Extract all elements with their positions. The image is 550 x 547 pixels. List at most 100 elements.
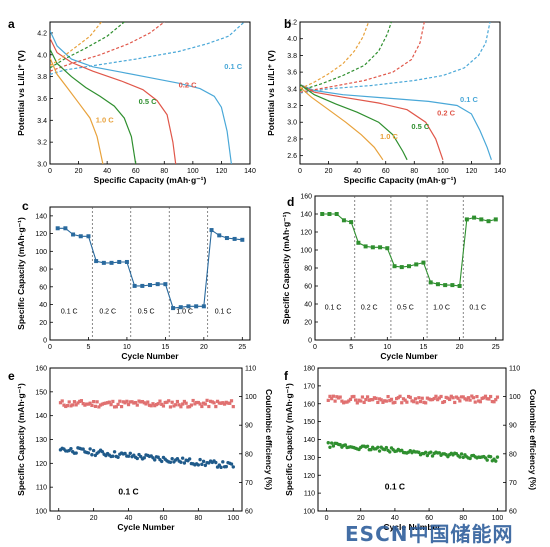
efficiency-point bbox=[396, 396, 400, 400]
efficiency-point bbox=[453, 400, 457, 405]
capacity-point bbox=[459, 452, 464, 456]
capacity-point bbox=[116, 455, 120, 459]
y-tick-label: 110 bbox=[36, 485, 47, 492]
efficiency-point bbox=[369, 398, 373, 402]
x-tick-label: 60 bbox=[382, 168, 390, 175]
efficiency-point bbox=[64, 404, 68, 409]
y-tick-label: 120 bbox=[300, 230, 312, 237]
series-line bbox=[50, 57, 104, 164]
efficiency-point bbox=[383, 399, 387, 403]
capacity-point bbox=[485, 458, 489, 462]
efficiency-point bbox=[448, 397, 452, 402]
series-line bbox=[50, 22, 165, 72]
data-point bbox=[178, 305, 183, 310]
capacity-point bbox=[338, 442, 342, 447]
efficiency-point bbox=[78, 399, 82, 403]
efficiency-point bbox=[207, 404, 211, 409]
plot-area bbox=[326, 394, 500, 463]
efficiency-point bbox=[379, 398, 383, 402]
data-point bbox=[232, 236, 237, 241]
efficiency-point bbox=[219, 401, 223, 405]
efficiency-point bbox=[58, 401, 63, 405]
data-point bbox=[320, 212, 325, 216]
efficiency-point bbox=[217, 401, 221, 405]
capacity-point bbox=[224, 464, 228, 469]
efficiency-point bbox=[408, 395, 412, 399]
panel-letter: e bbox=[8, 369, 15, 383]
y-tick-label: 80 bbox=[39, 267, 47, 274]
data-point bbox=[148, 283, 152, 288]
efficiency-point bbox=[198, 402, 202, 406]
capacity-point bbox=[377, 449, 382, 453]
y-tick-label: 100 bbox=[303, 509, 315, 516]
plot-frame bbox=[49, 21, 251, 165]
efficiency-point bbox=[468, 398, 472, 402]
efficiency-point bbox=[470, 394, 474, 398]
efficiency-point bbox=[118, 399, 122, 403]
y-tick-label: 100 bbox=[35, 509, 47, 516]
capacity-point bbox=[128, 451, 132, 456]
x-tick-label: 80 bbox=[194, 515, 202, 522]
y-tick-label: 160 bbox=[35, 366, 47, 373]
efficiency-point bbox=[432, 396, 436, 401]
efficiency-point bbox=[95, 400, 99, 404]
efficiency-point bbox=[355, 401, 359, 405]
data-point bbox=[385, 246, 390, 251]
capacity-point bbox=[328, 445, 332, 449]
efficiency-point bbox=[405, 400, 409, 404]
capacity-point bbox=[182, 461, 187, 465]
efficiency-point bbox=[174, 403, 178, 407]
series-line bbox=[300, 84, 408, 161]
efficiency-point bbox=[422, 400, 426, 404]
efficiency-point bbox=[487, 397, 491, 401]
plot-area bbox=[320, 196, 498, 340]
efficiency-point bbox=[418, 399, 423, 404]
y-tick-label: 110 bbox=[304, 491, 315, 498]
data-point bbox=[457, 284, 462, 288]
rate-label: 0.2 C bbox=[99, 308, 116, 315]
series-line bbox=[300, 22, 491, 94]
efficiency-point bbox=[184, 401, 188, 405]
rate-label: 0.1 C bbox=[325, 304, 342, 311]
y2-tick-label: 60 bbox=[245, 509, 253, 516]
data-point bbox=[493, 217, 498, 222]
data-point bbox=[464, 217, 469, 222]
efficiency-point bbox=[231, 405, 235, 409]
y-tick-label: 0 bbox=[308, 338, 312, 345]
efficiency-point bbox=[188, 405, 192, 409]
efficiency-point bbox=[388, 399, 392, 403]
efficiency-point bbox=[228, 401, 232, 405]
series-line bbox=[300, 22, 425, 93]
efficiency-point bbox=[446, 396, 450, 400]
y-tick-label: 20 bbox=[39, 320, 47, 327]
y-tick-label: 3.4 bbox=[287, 86, 297, 93]
efficiency-point bbox=[439, 394, 443, 399]
efficiency-point bbox=[114, 405, 118, 409]
efficiency-point bbox=[90, 403, 94, 408]
x-tick-label: 60 bbox=[425, 515, 433, 522]
efficiency-point bbox=[140, 399, 145, 404]
efficiency-point bbox=[374, 396, 378, 400]
y-tick-label: 3.2 bbox=[37, 140, 47, 147]
efficiency-point bbox=[384, 399, 388, 403]
capacity-point bbox=[430, 454, 435, 458]
y2-tick-label: 70 bbox=[509, 480, 517, 487]
plot-frame bbox=[49, 367, 243, 512]
efficiency-point bbox=[336, 396, 341, 400]
x-tick-label: 40 bbox=[125, 515, 133, 522]
data-point bbox=[63, 226, 68, 231]
capacity-point bbox=[153, 458, 157, 462]
series-line bbox=[300, 84, 492, 160]
capacity-point bbox=[81, 447, 85, 451]
y-tick-label: 160 bbox=[300, 194, 312, 201]
efficiency-point bbox=[345, 400, 349, 404]
efficiency-point bbox=[403, 398, 407, 402]
efficiency-point bbox=[424, 401, 428, 405]
y-tick-label: 3.8 bbox=[287, 53, 297, 60]
efficiency-point bbox=[154, 402, 159, 407]
efficiency-point bbox=[72, 400, 77, 404]
x-tick-label: 100 bbox=[437, 168, 449, 175]
efficiency-point bbox=[434, 394, 438, 398]
y-tick-label: 170 bbox=[303, 383, 315, 390]
y-tick-label: 3.6 bbox=[287, 70, 297, 77]
